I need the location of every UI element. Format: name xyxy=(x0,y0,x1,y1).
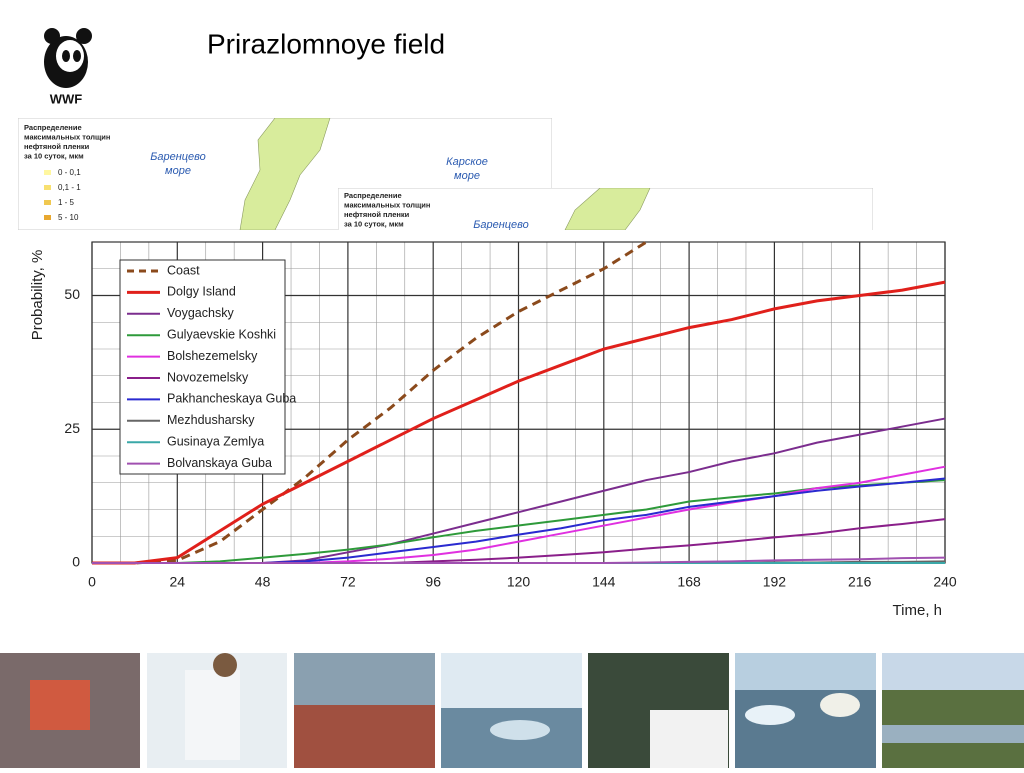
map-legend-label: 1 - 5 xyxy=(58,198,75,207)
sea-label: Баренцево xyxy=(150,151,206,163)
map-legend-swatch xyxy=(44,215,51,220)
sea-label: море xyxy=(165,165,191,177)
y-tick-label: 0 xyxy=(72,554,80,570)
legend-box xyxy=(119,259,286,475)
x-tick-label: 216 xyxy=(848,574,872,590)
legend-label: Bolshezemelsky xyxy=(167,349,258,363)
y-axis-label: Probability, % xyxy=(29,250,46,341)
map-title: Распределение xyxy=(344,191,402,200)
photo-strip xyxy=(0,653,1024,768)
map-legend-swatch xyxy=(44,185,51,190)
x-tick-label: 144 xyxy=(592,574,616,590)
map-legend-label: 0,1 - 1 xyxy=(58,183,81,192)
slide-title: Prirazlomnoye field xyxy=(207,28,445,59)
plot: 0 24 48 72 96 120 144 168 192 216 240 0 25 50 Time, h P… xyxy=(29,240,957,619)
x-tick-label: 0 xyxy=(88,574,96,590)
x-axis-label: Time, h xyxy=(893,602,942,619)
map-title: за 10 суток, мкм xyxy=(344,219,404,228)
map-title: за 10 суток, мкм xyxy=(24,151,84,160)
legend-label: Coast xyxy=(167,263,200,277)
legend-label: Dolgy Island xyxy=(167,285,236,299)
map-title: нефтяной пленки xyxy=(344,210,410,219)
sea-label: Баренцево xyxy=(473,219,529,231)
legend-label: Bolvanskaya Guba xyxy=(167,456,272,470)
series-line xyxy=(92,280,946,565)
legend-label: Pakhancheskaya Guba xyxy=(167,392,296,406)
series-line xyxy=(92,240,648,565)
map-title: Распределение xyxy=(24,123,82,132)
map-legend-swatch xyxy=(44,170,51,175)
logo-text: WWF xyxy=(50,91,83,106)
wwf-logo: WWF xyxy=(44,28,92,106)
y-tick-label: 50 xyxy=(64,286,80,302)
legend-label: Gusinaya Zemlya xyxy=(167,434,264,448)
map-legend-label: 0 - 0,1 xyxy=(58,168,81,177)
x-tick-label: 96 xyxy=(425,574,441,590)
legend-label: Novozemelsky xyxy=(167,370,249,384)
x-tick-label: 192 xyxy=(763,574,787,590)
x-tick-label: 240 xyxy=(933,574,957,590)
series-line xyxy=(92,556,946,564)
x-tick-label: 72 xyxy=(340,574,356,590)
map-title: максимальных толщин xyxy=(24,132,110,141)
map-title: максимальных толщин xyxy=(344,200,430,209)
x-tick-label: 168 xyxy=(677,574,701,590)
legend-label: Gulyaevskie Koshki xyxy=(167,327,276,341)
sea-label: Карское xyxy=(446,156,488,168)
x-tick-label: 120 xyxy=(507,574,531,590)
legend-label: Voygachsky xyxy=(167,306,234,320)
sea-label: море xyxy=(454,170,480,182)
legend-label: Mezhdusharsky xyxy=(167,413,255,427)
y-tick-label: 25 xyxy=(64,420,80,436)
x-tick-label: 24 xyxy=(170,574,186,590)
x-tick-label: 48 xyxy=(255,574,271,590)
map-legend-label: 5 - 10 xyxy=(58,213,79,222)
map-legend-swatch xyxy=(44,200,51,205)
map-title: нефтяной пленки xyxy=(24,142,90,151)
